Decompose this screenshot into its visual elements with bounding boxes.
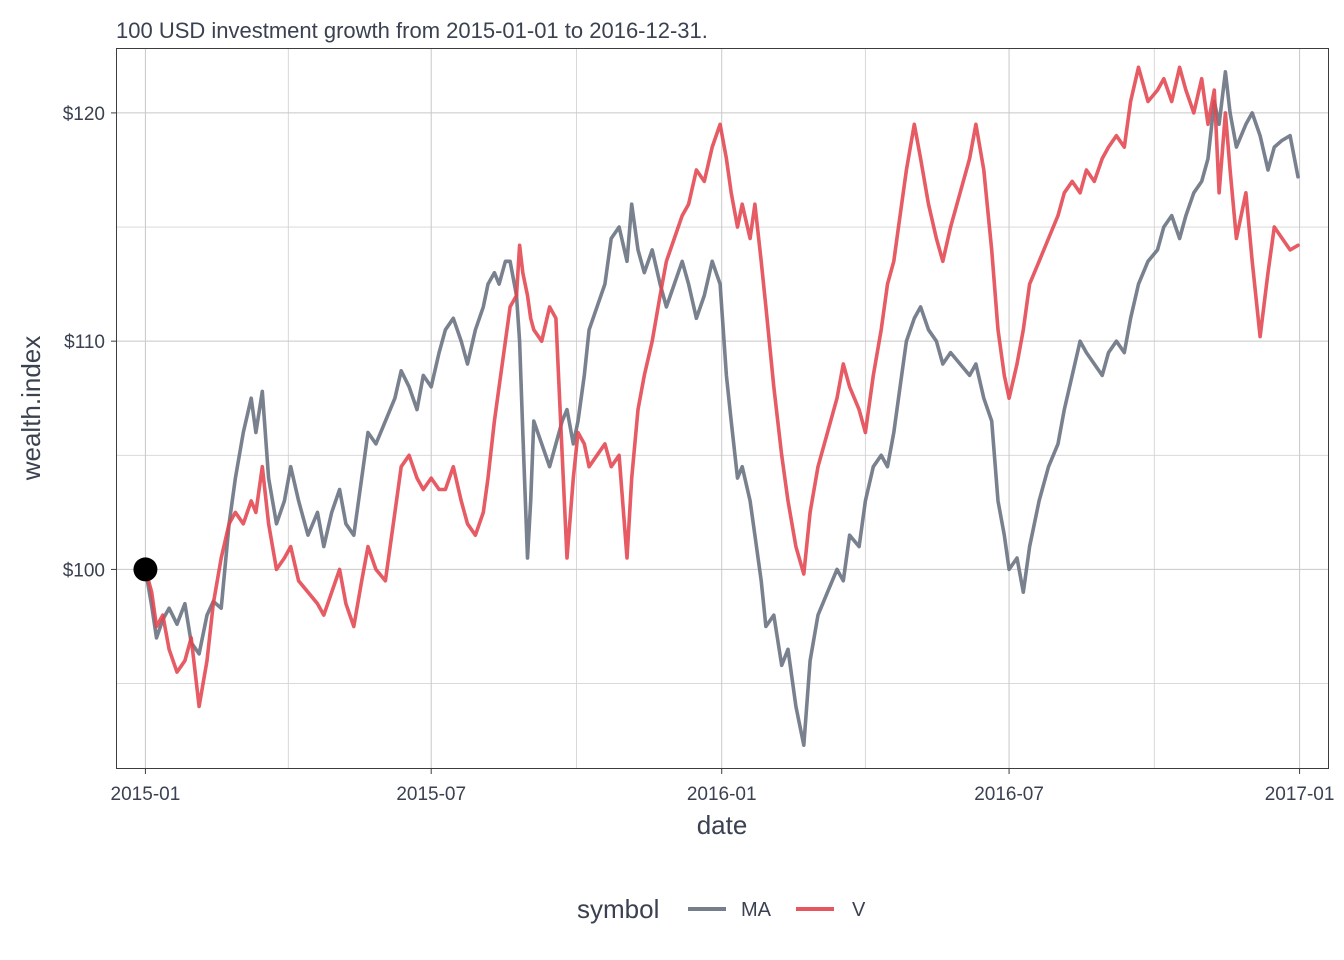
y-tick-label: $120 [63,104,105,125]
y-tick-label: $110 [64,332,105,353]
series-line-v [143,65,1300,709]
series-lines [143,65,1300,747]
y-tick-label: $100 [63,560,105,581]
legend: symbol MA V [577,894,866,924]
start-marker-layer [133,557,158,582]
start-point-marker [133,557,158,582]
legend-title: symbol [577,894,659,924]
x-axis-ticks: 2015-01 2015-07 2016-01 2016-07 2017-01 [111,768,1335,805]
x-tick-label: 2015-07 [396,784,466,805]
x-tick-label: 2017-01 [1265,784,1335,805]
gridlines [117,49,1328,768]
panel-border [116,48,1329,769]
series-line-ma [143,70,1300,747]
legend-label-ma: MA [741,899,772,921]
y-axis-title: wealth.index [16,336,46,482]
y-axis-ticks: $100 $110 $120 [63,104,117,581]
x-tick-label: 2016-07 [974,784,1044,805]
x-tick-label: 2016-01 [687,784,757,805]
x-tick-label: 2015-01 [111,784,181,805]
legend-label-v: V [852,899,866,921]
chart-title: 100 USD investment growth from 2015-01-0… [116,18,708,43]
x-axis-title: date [697,810,748,840]
